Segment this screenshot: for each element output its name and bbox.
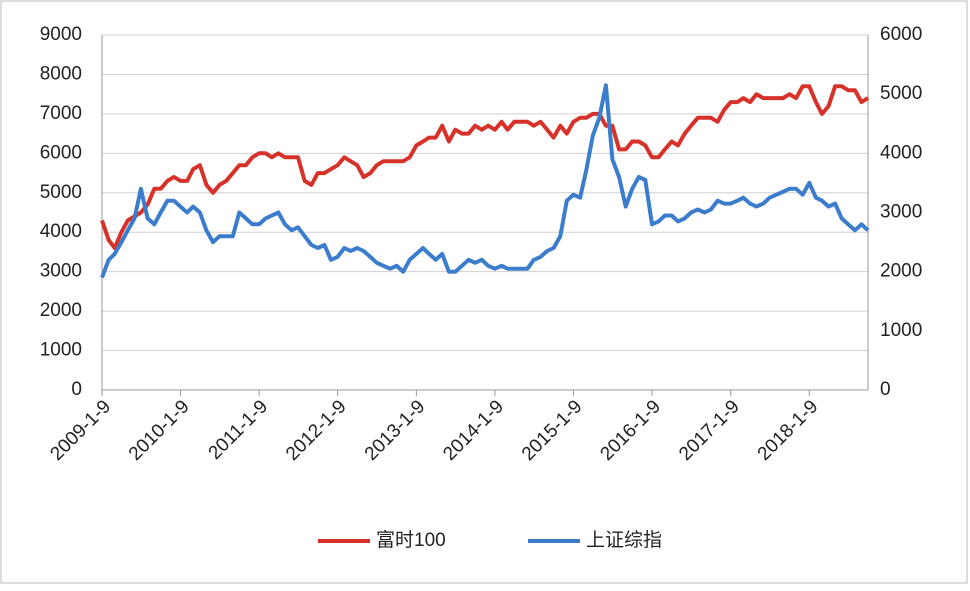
y-tick-label: 6000 (40, 142, 82, 163)
y-tick-label: 0 (71, 379, 82, 400)
y2-tick-label: 6000 (880, 24, 922, 45)
y2-tick-label: 2000 (880, 261, 922, 282)
y-tick-label: 3000 (40, 261, 82, 282)
y-tick-label: 4000 (40, 221, 82, 242)
y2-tick-label: 1000 (880, 320, 922, 341)
y-tick-label: 9000 (40, 24, 82, 45)
y-tick-label: 5000 (40, 182, 82, 203)
series-line (100, 84, 870, 250)
y2-tick-label: 3000 (880, 202, 922, 223)
legend-label: 上证综指 (586, 529, 662, 551)
y2-tick-label: 5000 (880, 83, 922, 104)
legend-label: 富时100 (376, 529, 446, 551)
y2-tick-label: 4000 (880, 142, 922, 163)
y-tick-label: 1000 (40, 340, 82, 361)
y-tick-label: 7000 (40, 103, 82, 124)
y-tick-label: 2000 (40, 300, 82, 321)
y2-tick-label: 0 (880, 379, 891, 400)
series-line (100, 83, 870, 279)
y-tick-label: 8000 (40, 63, 82, 84)
